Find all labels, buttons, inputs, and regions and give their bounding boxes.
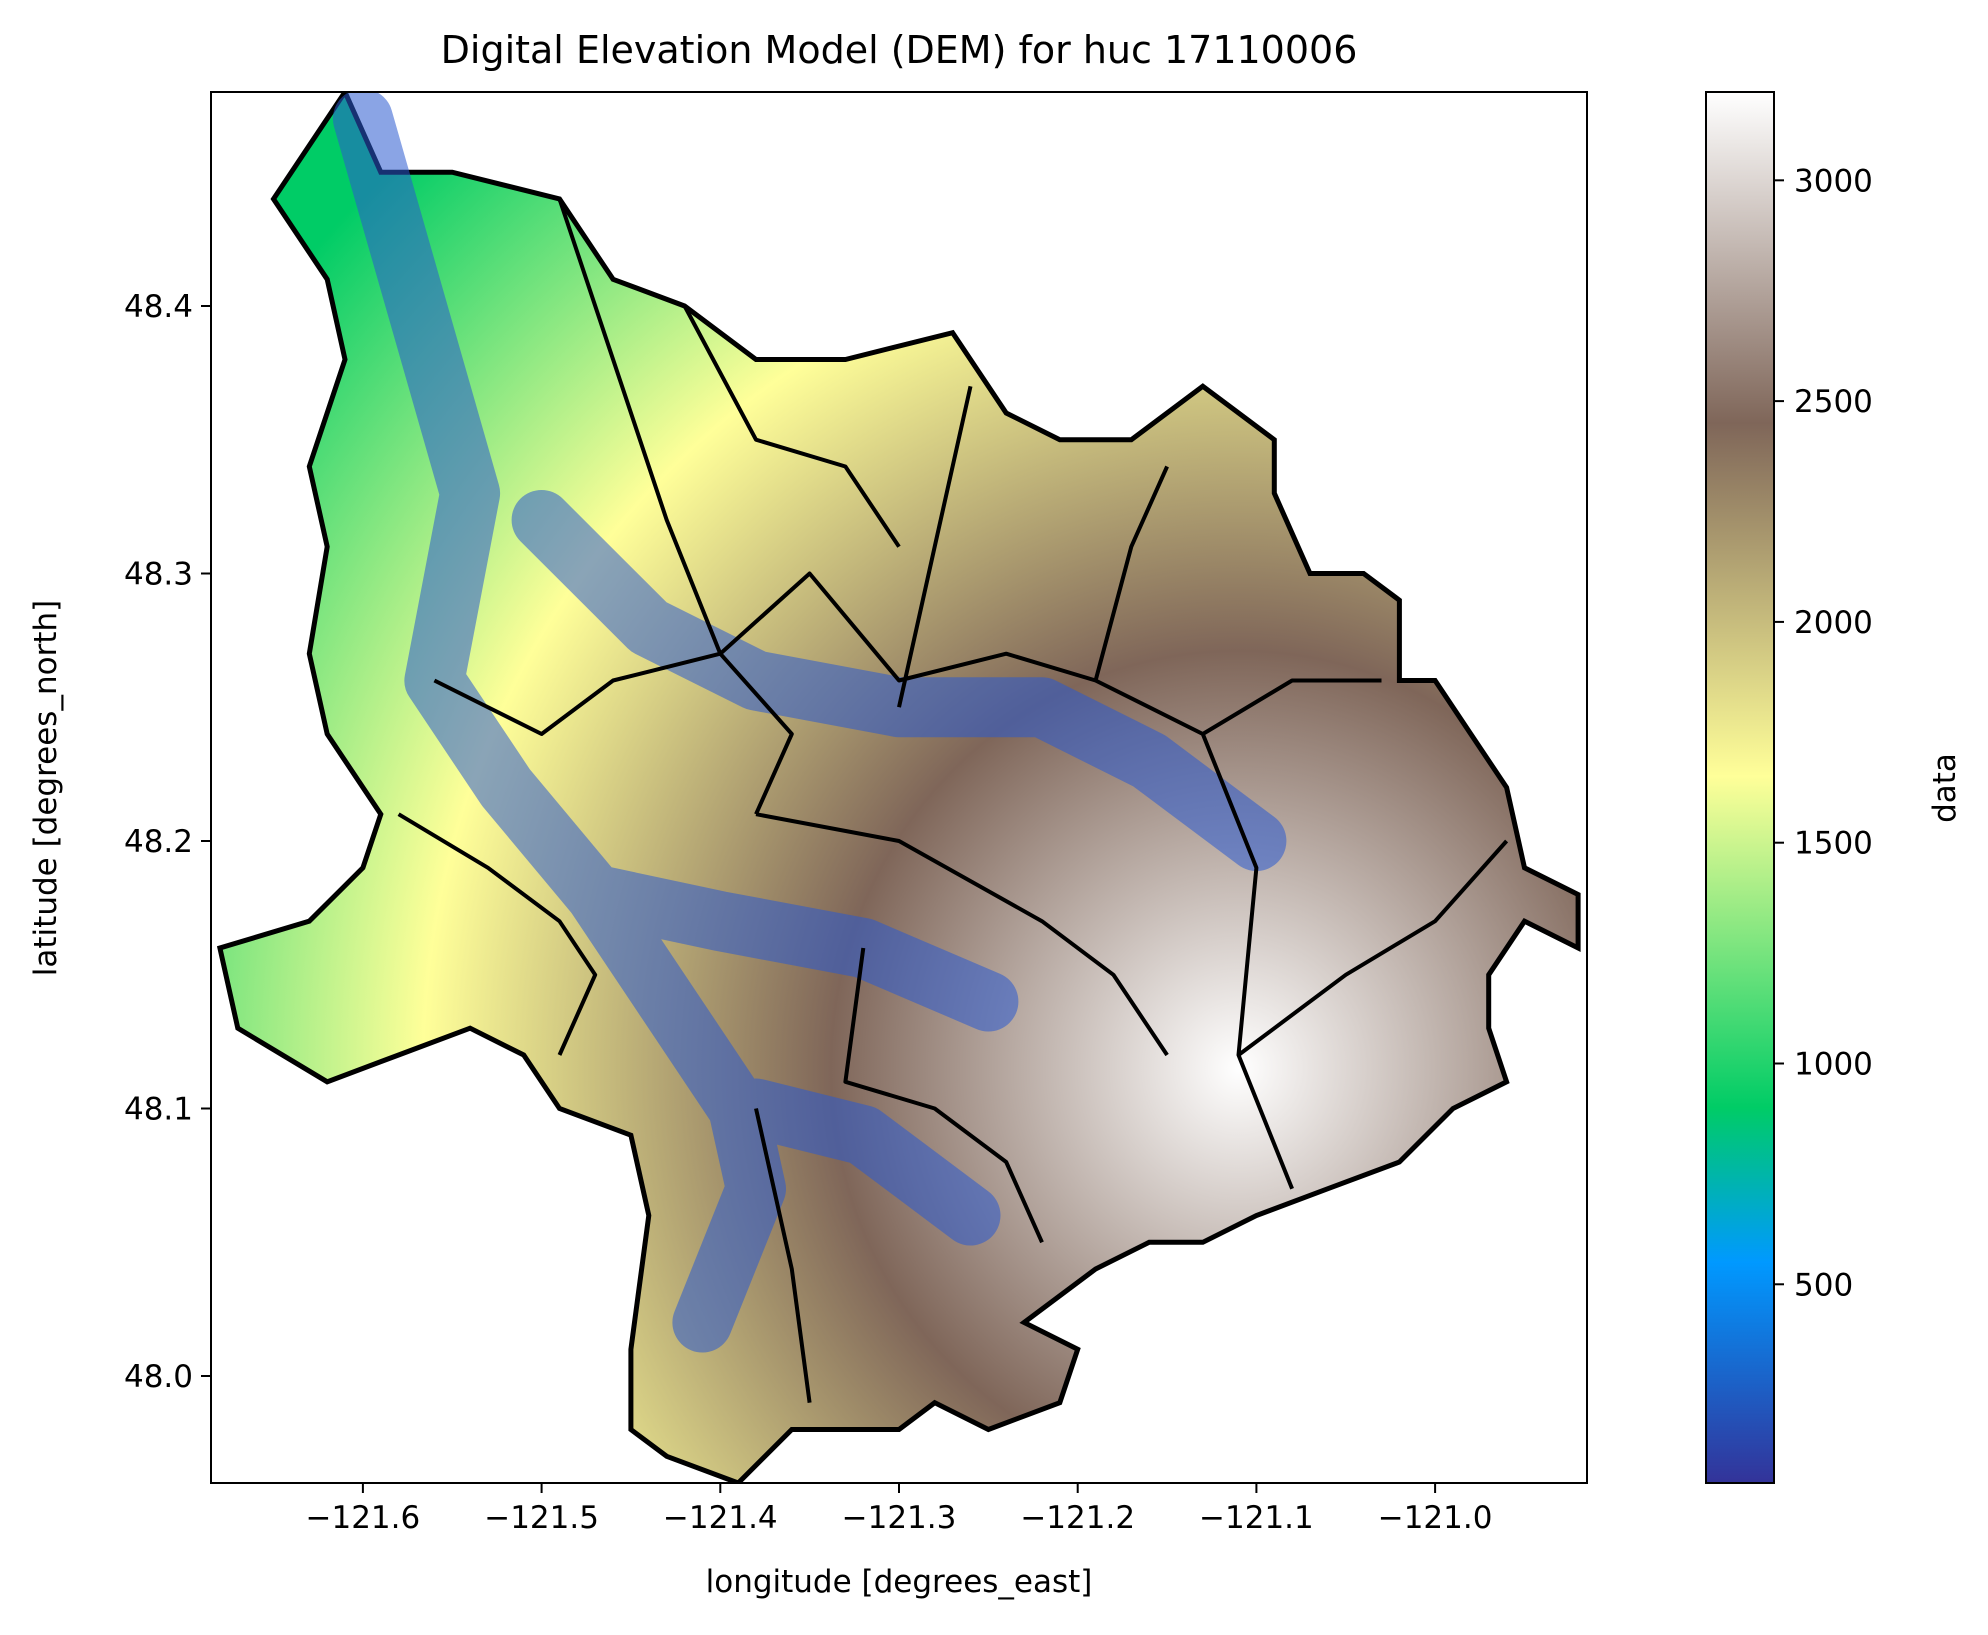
colorbar-tick-label: 500: [1794, 1267, 1853, 1303]
watershed-dem-raster: [216, 92, 1581, 1483]
y-axis-label: latitude [degrees_north]: [28, 600, 64, 976]
x-axis-label: longitude [degrees_east]: [706, 1564, 1093, 1600]
colorbar-tick-label: 2000: [1794, 605, 1873, 641]
y-tick-label: 48.2: [124, 824, 193, 860]
x-tick-label: −121.2: [1020, 1500, 1135, 1536]
y-tick-label: 48.3: [124, 557, 193, 593]
x-axis: −121.6 −121.5 −121.4 −121.3 −121.2 −121.1 −121…: [306, 1483, 1493, 1536]
y-axis: 48.0 48.1 48.2 48.3 48.4: [124, 289, 211, 1395]
chart-title: Digital Elevation Model (DEM) for huc 17…: [441, 28, 1358, 72]
colorbar-tick-label: 1500: [1794, 826, 1873, 862]
x-tick-label: −121.1: [1199, 1500, 1314, 1536]
x-tick-label: −121.6: [306, 1500, 421, 1536]
colorbar-tick-label: 1000: [1794, 1046, 1873, 1082]
colorbar-ticks: 500 1000 1500 2000 2500 3000: [1774, 163, 1873, 1303]
x-tick-label: −121.5: [484, 1500, 599, 1536]
colorbar: 500 1000 1500 2000 2500 3000 data: [1705, 91, 1963, 1484]
y-tick-label: 48.4: [124, 289, 193, 325]
colorbar-gradient: [1705, 91, 1775, 1484]
y-tick-label: 48.0: [124, 1359, 193, 1395]
x-tick-label: −121.3: [842, 1500, 957, 1536]
x-tick-label: −121.4: [663, 1500, 778, 1536]
colorbar-tick-label: 3000: [1794, 163, 1873, 199]
colorbar-tick-label: 2500: [1794, 384, 1873, 420]
subwatershed-boundaries: [397, 198, 1509, 1403]
plot-area: [210, 91, 1588, 1484]
y-tick-label: 48.1: [124, 1092, 193, 1128]
colorbar-label: data: [1927, 753, 1963, 823]
x-tick-label: −121.0: [1378, 1500, 1493, 1536]
